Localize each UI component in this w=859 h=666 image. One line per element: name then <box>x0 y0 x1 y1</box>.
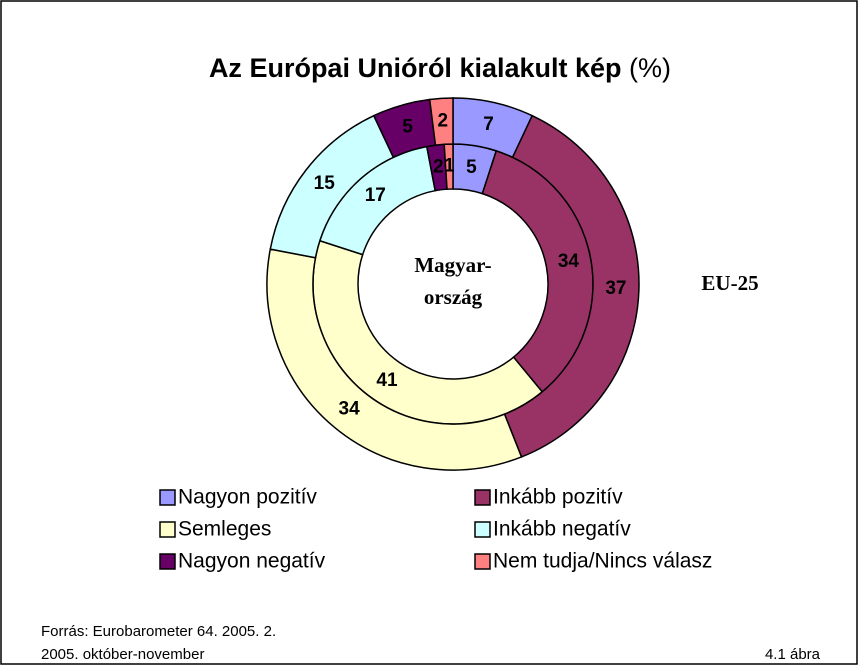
ring-label: EU-25 <box>701 271 758 295</box>
data-label: 1 <box>444 156 455 177</box>
legend-label: Nem tudja/Nincs válasz <box>493 550 712 573</box>
source: Forrás: Eurobarometer 64. 2005. 2. <box>41 623 276 640</box>
data-label: 7 <box>483 114 494 135</box>
legend-swatch <box>159 521 176 538</box>
legend-swatch <box>474 553 491 570</box>
legend-swatch <box>474 521 491 538</box>
figure-label: 4.1 ábra <box>765 646 821 663</box>
donut-segment <box>428 97 454 146</box>
legend-label: Nagyon negatív <box>178 550 326 573</box>
data-label: 15 <box>314 173 336 194</box>
data-label: 41 <box>376 370 398 391</box>
legend-swatch <box>159 489 176 506</box>
data-label: 37 <box>605 278 626 299</box>
ring-label: ország <box>424 285 483 309</box>
source: 2005. október-november <box>41 646 204 663</box>
legend-label: Nagyon pozitív <box>178 486 317 509</box>
ring-label: Magyar- <box>414 253 491 277</box>
title-unit: (%) <box>629 53 671 83</box>
legend-swatch <box>474 489 491 506</box>
data-label: 34 <box>558 251 580 272</box>
chart-title: Az Európai Unióról kialakult kép (%) <box>209 53 671 83</box>
legend-swatch <box>159 553 176 570</box>
data-label: 17 <box>365 185 386 206</box>
donut-segment <box>503 114 640 458</box>
data-label: 2 <box>433 156 444 177</box>
data-label: 2 <box>437 110 448 131</box>
data-label: 34 <box>339 399 361 420</box>
title-main: Az Európai Unióról kialakult kép <box>209 53 622 83</box>
legend-label: Inkább pozitív <box>493 486 623 509</box>
data-label: 5 <box>402 116 413 137</box>
legend-label: Inkább negatív <box>493 518 631 541</box>
legend-label: Semleges <box>178 518 271 541</box>
data-label: 5 <box>466 157 477 178</box>
